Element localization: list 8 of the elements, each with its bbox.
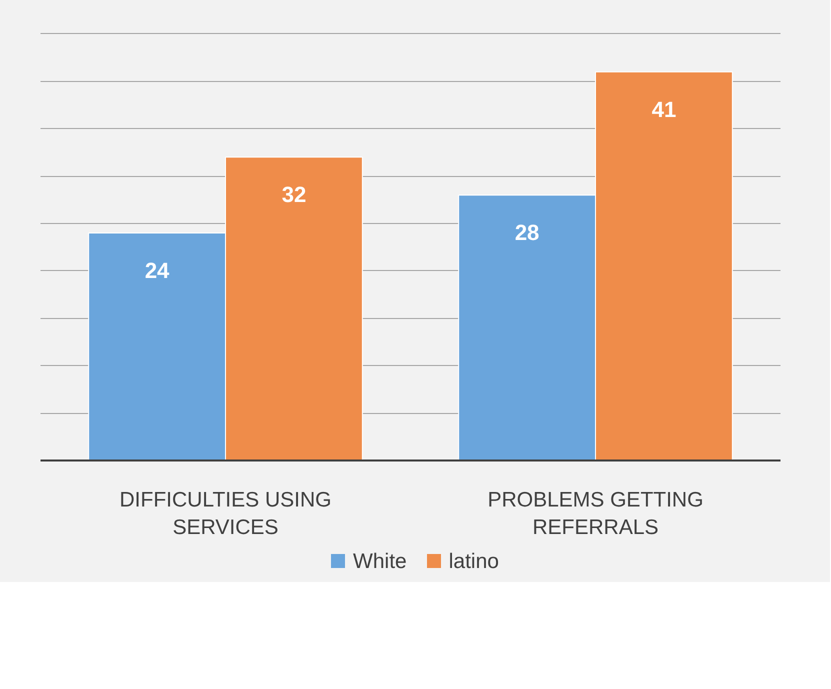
legend-label: latino — [448, 549, 499, 575]
x-tick-label: PROBLEMS GETTING REFERRALS — [488, 488, 704, 540]
data-label: 41 — [652, 96, 676, 122]
legend-label: White — [352, 549, 407, 575]
x-tick-label: DIFFICULTIES USING SERVICES — [120, 488, 332, 540]
data-label: 24 — [144, 258, 170, 283]
data-label: 32 — [282, 182, 306, 208]
data-label: 28 — [514, 220, 540, 246]
